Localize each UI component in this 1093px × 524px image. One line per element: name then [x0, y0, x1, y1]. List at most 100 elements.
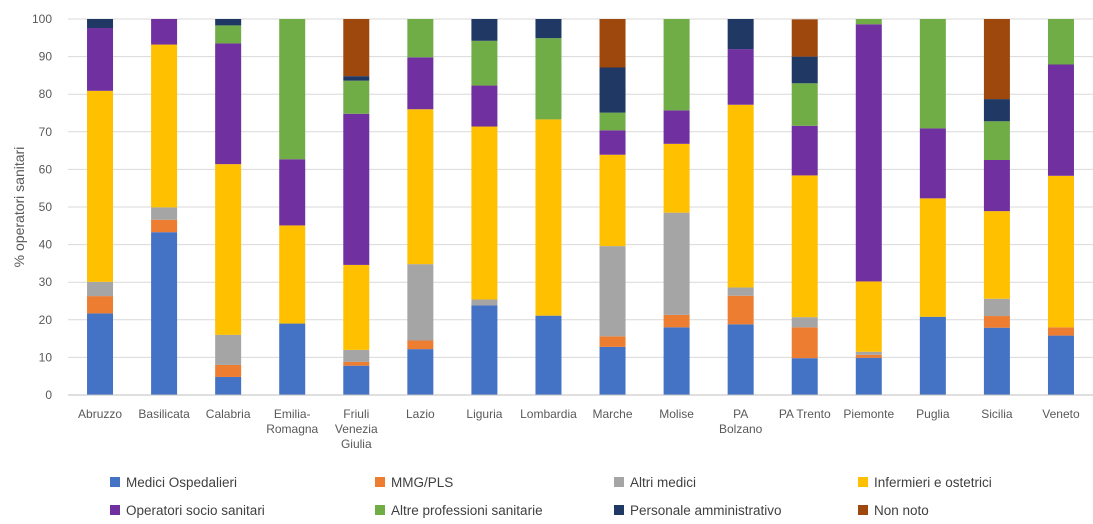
bar-segment	[215, 376, 242, 395]
legend-swatch	[110, 477, 120, 487]
bar-segment	[983, 316, 1010, 328]
bar-segment	[791, 175, 818, 318]
x-tick-label: Abruzzo	[78, 407, 122, 421]
bar-segment	[279, 159, 306, 226]
bar-segment	[151, 19, 178, 45]
legend-label: Non noto	[874, 503, 929, 518]
y-tick-label: 100	[32, 12, 52, 26]
bar-segment	[855, 354, 882, 358]
bar-segment	[535, 38, 562, 120]
bar-segment	[471, 40, 498, 86]
legend-item: Medici Ospedalieri	[110, 475, 237, 490]
bar-segment	[151, 207, 178, 220]
bar-segment	[599, 154, 626, 247]
bar-segment	[343, 80, 370, 114]
legend-swatch	[110, 505, 120, 515]
bar-segment	[471, 299, 498, 306]
legend-swatch	[858, 505, 868, 515]
y-tick-label: 90	[39, 50, 53, 64]
legend-label: MMG/PLS	[391, 475, 453, 490]
x-tick-label: PA Bolzano	[719, 407, 763, 436]
x-tick-label: Liguria	[466, 407, 502, 421]
bar-segment	[983, 99, 1010, 122]
bar-segment	[663, 110, 690, 144]
legend-item: Operatori socio sanitari	[110, 503, 265, 518]
bar-segment	[151, 44, 178, 208]
bar-segment	[343, 76, 370, 81]
bar-segment	[87, 313, 114, 395]
bar-segment	[343, 349, 370, 362]
y-tick-label: 70	[39, 125, 53, 139]
legend-swatch	[375, 477, 385, 487]
bar-segment	[983, 327, 1010, 395]
bar-segment	[343, 113, 370, 265]
bar-segment	[599, 346, 626, 395]
x-tick-label: Puglia	[916, 407, 950, 421]
bar-segment	[983, 298, 1010, 317]
bar-segment	[663, 212, 690, 315]
bar-segment	[855, 357, 882, 395]
bar-segment	[279, 225, 306, 324]
bar-segment	[599, 112, 626, 131]
legend-item: Non noto	[858, 503, 929, 518]
bar-segment	[855, 281, 882, 352]
y-tick-label: 40	[39, 238, 53, 252]
bar-segment	[791, 56, 818, 84]
bar-segment	[407, 57, 434, 110]
bar-segment	[215, 334, 242, 365]
bar-segment	[727, 324, 754, 395]
bar-segment	[407, 264, 434, 341]
bar-segment	[343, 365, 370, 395]
x-tick-label: Calabria	[206, 407, 251, 421]
bar-segment	[1047, 19, 1074, 65]
bar-segment	[215, 43, 242, 165]
legend-label: Infermieri e ostetrici	[874, 475, 992, 490]
bar-segment	[279, 323, 306, 395]
bar-segment	[407, 109, 434, 265]
bars	[87, 19, 1074, 395]
legend: Medici Ospedalieri MMG/PLS Altri medici Inf…	[110, 475, 992, 518]
bar-segment	[791, 327, 818, 359]
x-tick-label: Friuli Venezia Giulia	[335, 407, 378, 451]
bar-segment	[215, 25, 242, 44]
bar-segment	[727, 295, 754, 325]
bar-segment	[599, 246, 626, 337]
x-tick-label: Piemonte	[843, 407, 894, 421]
bar-segment	[87, 19, 114, 29]
bar-segment	[791, 358, 818, 395]
bar-segment	[215, 19, 242, 26]
x-tick-label: Sicilia	[981, 407, 1013, 421]
bar-segment	[471, 126, 498, 300]
legend-item: MMG/PLS	[375, 475, 453, 490]
bar-segment	[727, 287, 754, 296]
bar-segment	[343, 19, 370, 77]
bar-segment	[471, 305, 498, 395]
bar-segment	[215, 164, 242, 335]
bar-segment	[599, 19, 626, 68]
bar-segment	[663, 314, 690, 328]
bar-segment	[791, 19, 818, 57]
y-tick-label: 10	[39, 350, 53, 364]
legend-label: Personale amministrativo	[630, 503, 782, 518]
legend-swatch	[858, 477, 868, 487]
legend-swatch	[614, 505, 624, 515]
bar-segment	[663, 19, 690, 111]
bar-segment	[151, 219, 178, 233]
bar-segment	[471, 85, 498, 127]
y-tick-label: 0	[45, 388, 52, 402]
bar-segment	[983, 19, 1010, 100]
x-tick-label: Emilia-Romagna	[266, 407, 318, 436]
bar-segment	[791, 317, 818, 328]
legend-item: Altri medici	[614, 475, 696, 490]
x-tick-label: Marche	[593, 407, 633, 421]
bar-segment	[919, 19, 946, 129]
bar-segment	[1047, 64, 1074, 176]
bar-segment	[87, 296, 114, 314]
bar-segment	[727, 49, 754, 105]
bar-segment	[215, 364, 242, 377]
legend-label: Operatori socio sanitari	[126, 503, 265, 518]
bar-segment	[151, 232, 178, 395]
bar-segment	[983, 160, 1010, 212]
bar-segment	[599, 67, 626, 113]
